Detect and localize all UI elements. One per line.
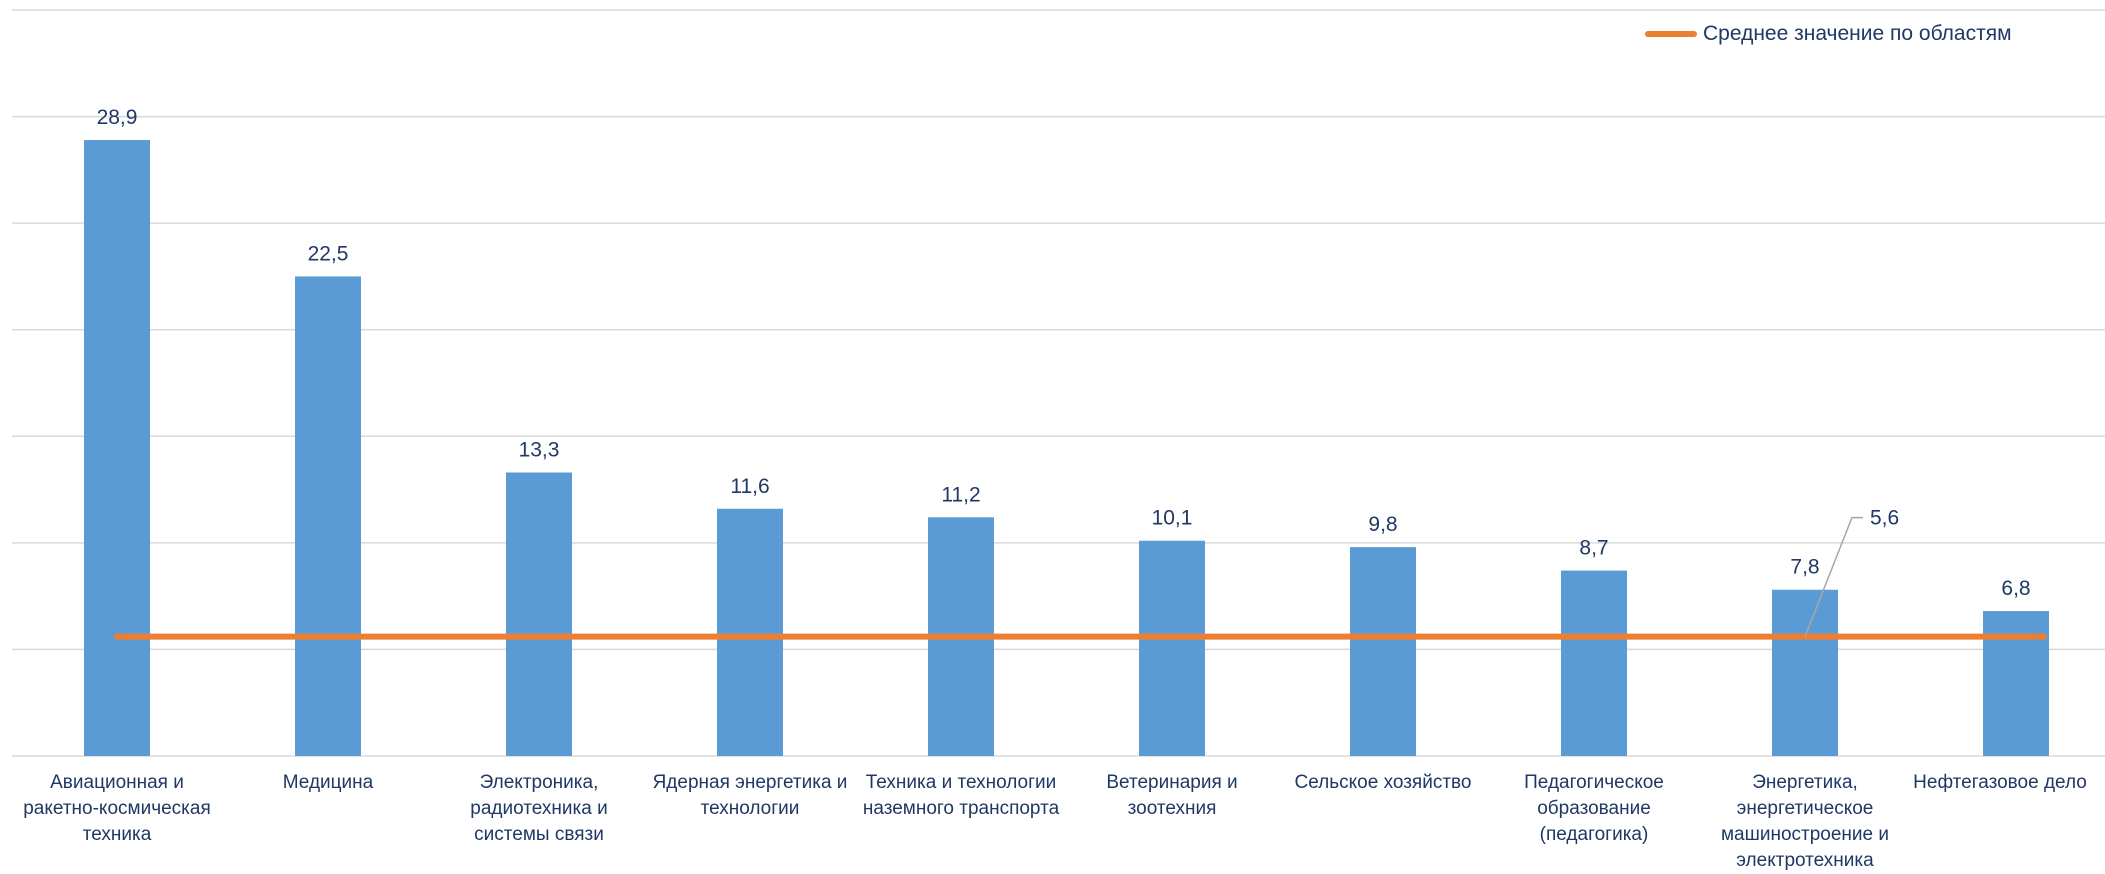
category-label: Электроника, радиотехника и системы связ… bbox=[470, 772, 608, 845]
data-label: 8,7 bbox=[1579, 537, 1608, 560]
category-label: Педагогическое образование (педагогика) bbox=[1524, 772, 1664, 845]
category-label: Ветеринария и зоотехния bbox=[1106, 772, 1238, 819]
data-label: 28,9 bbox=[97, 106, 138, 129]
legend: Среднее значение по областям bbox=[1645, 22, 2012, 46]
data-label: 7,8 bbox=[1790, 556, 1819, 579]
legend-swatch-average bbox=[1645, 31, 1697, 37]
data-label: 22,5 bbox=[308, 242, 349, 265]
bar bbox=[1350, 547, 1416, 756]
value-labels: 28,9 22,5 13,3 11,6 11,2 10,1 9,8 8,7 7,8 6,8 5,6 bbox=[97, 106, 2031, 600]
average-value-label: 5,6 bbox=[1870, 507, 1899, 530]
bar bbox=[717, 508, 783, 756]
category-label: Ядерная энергетика и технологии bbox=[652, 772, 848, 819]
category-label: Нефтегазовое дело bbox=[1913, 772, 2087, 793]
category-label: Сельское хозяйство bbox=[1294, 772, 1472, 793]
data-label: 11,6 bbox=[730, 475, 769, 498]
legend-label-average: Среднее значение по областям bbox=[1703, 22, 2012, 45]
bars bbox=[84, 140, 2049, 756]
bar bbox=[1772, 589, 1838, 756]
bar bbox=[295, 276, 361, 756]
average-line-group bbox=[114, 516, 2047, 640]
data-label: 11,2 bbox=[941, 483, 980, 506]
data-label: 6,8 bbox=[2001, 577, 2030, 600]
category-label: Техника и технологии наземного транспорт… bbox=[862, 772, 1060, 819]
bar bbox=[1561, 570, 1627, 756]
bar bbox=[506, 472, 572, 756]
bar bbox=[84, 140, 150, 756]
data-label: 9,8 bbox=[1368, 513, 1397, 536]
category-label: Энергетика, энергетическое машиностроени… bbox=[1720, 772, 1889, 871]
average-callout-leader bbox=[1804, 516, 1863, 637]
data-label: 13,3 bbox=[519, 439, 560, 462]
category-label: Авиационная и ракетно-космическая техник… bbox=[23, 772, 211, 845]
category-label: Медицина bbox=[282, 772, 374, 793]
data-label: 10,1 bbox=[1152, 507, 1193, 530]
bar bbox=[1139, 540, 1205, 756]
bar bbox=[1983, 611, 2049, 756]
